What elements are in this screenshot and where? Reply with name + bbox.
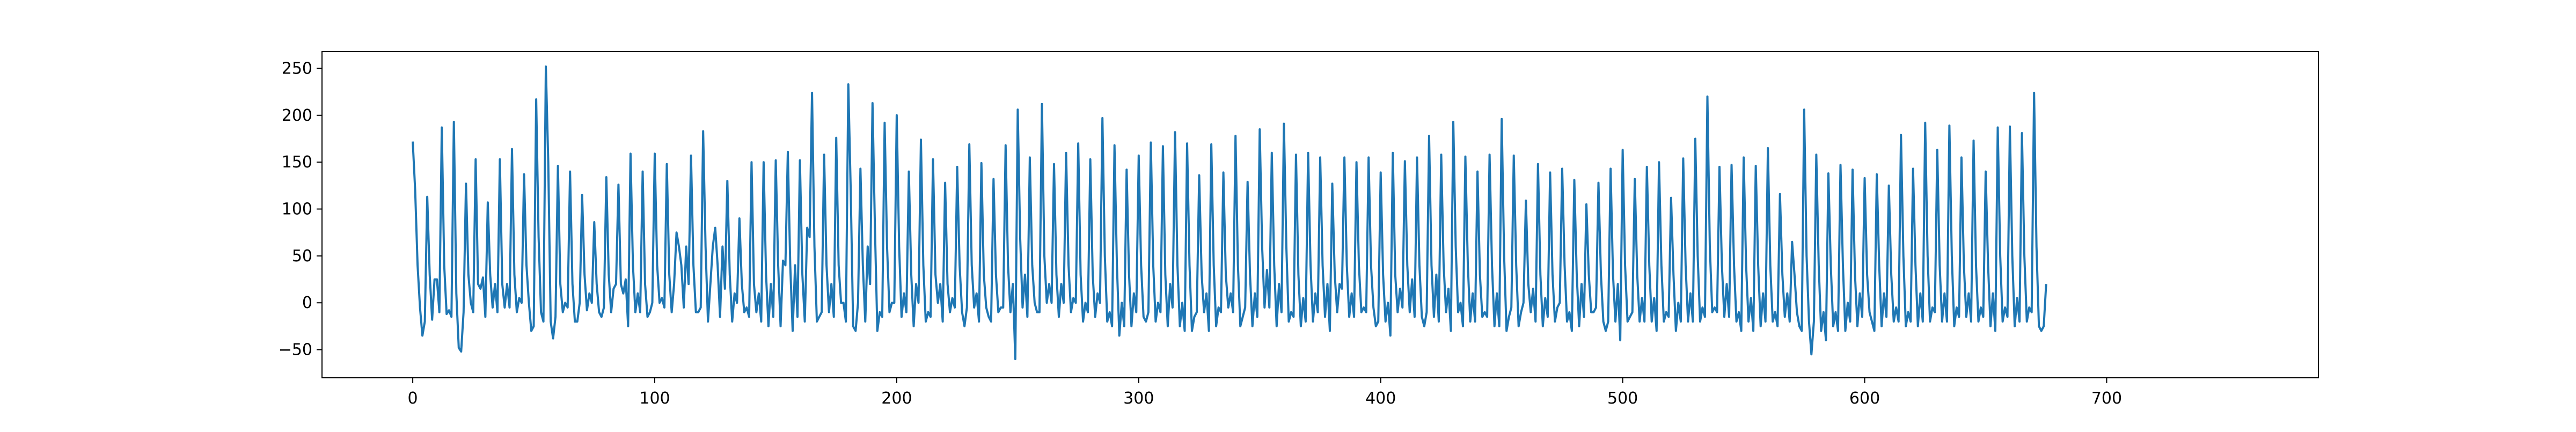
x-axis: 0 100 200 300 400 500 600 700 xyxy=(408,378,2122,408)
y-axis: −50 0 50 100 150 200 250 xyxy=(279,59,322,360)
y-tick-label: 100 xyxy=(282,200,312,219)
y-tick-label: −50 xyxy=(279,341,312,360)
y-tick-label: 150 xyxy=(282,153,312,172)
x-tick-label: 600 xyxy=(1849,389,1880,408)
x-tick-label: 400 xyxy=(1365,389,1396,408)
x-tick-label: 200 xyxy=(881,389,912,408)
x-tick-label: 0 xyxy=(408,389,418,408)
x-tick-label: 100 xyxy=(639,389,670,408)
y-tick-label: 50 xyxy=(292,247,312,266)
y-tick-label: 200 xyxy=(282,106,312,125)
series-line xyxy=(412,65,2047,361)
series-layer xyxy=(412,65,2047,361)
x-tick-label: 700 xyxy=(2091,389,2122,408)
plot-frame xyxy=(321,51,2319,378)
y-tick-label: 250 xyxy=(282,59,312,78)
y-tick-label: 0 xyxy=(302,294,312,312)
x-tick-label: 300 xyxy=(1123,389,1154,408)
x-tick-label: 500 xyxy=(1607,389,1638,408)
